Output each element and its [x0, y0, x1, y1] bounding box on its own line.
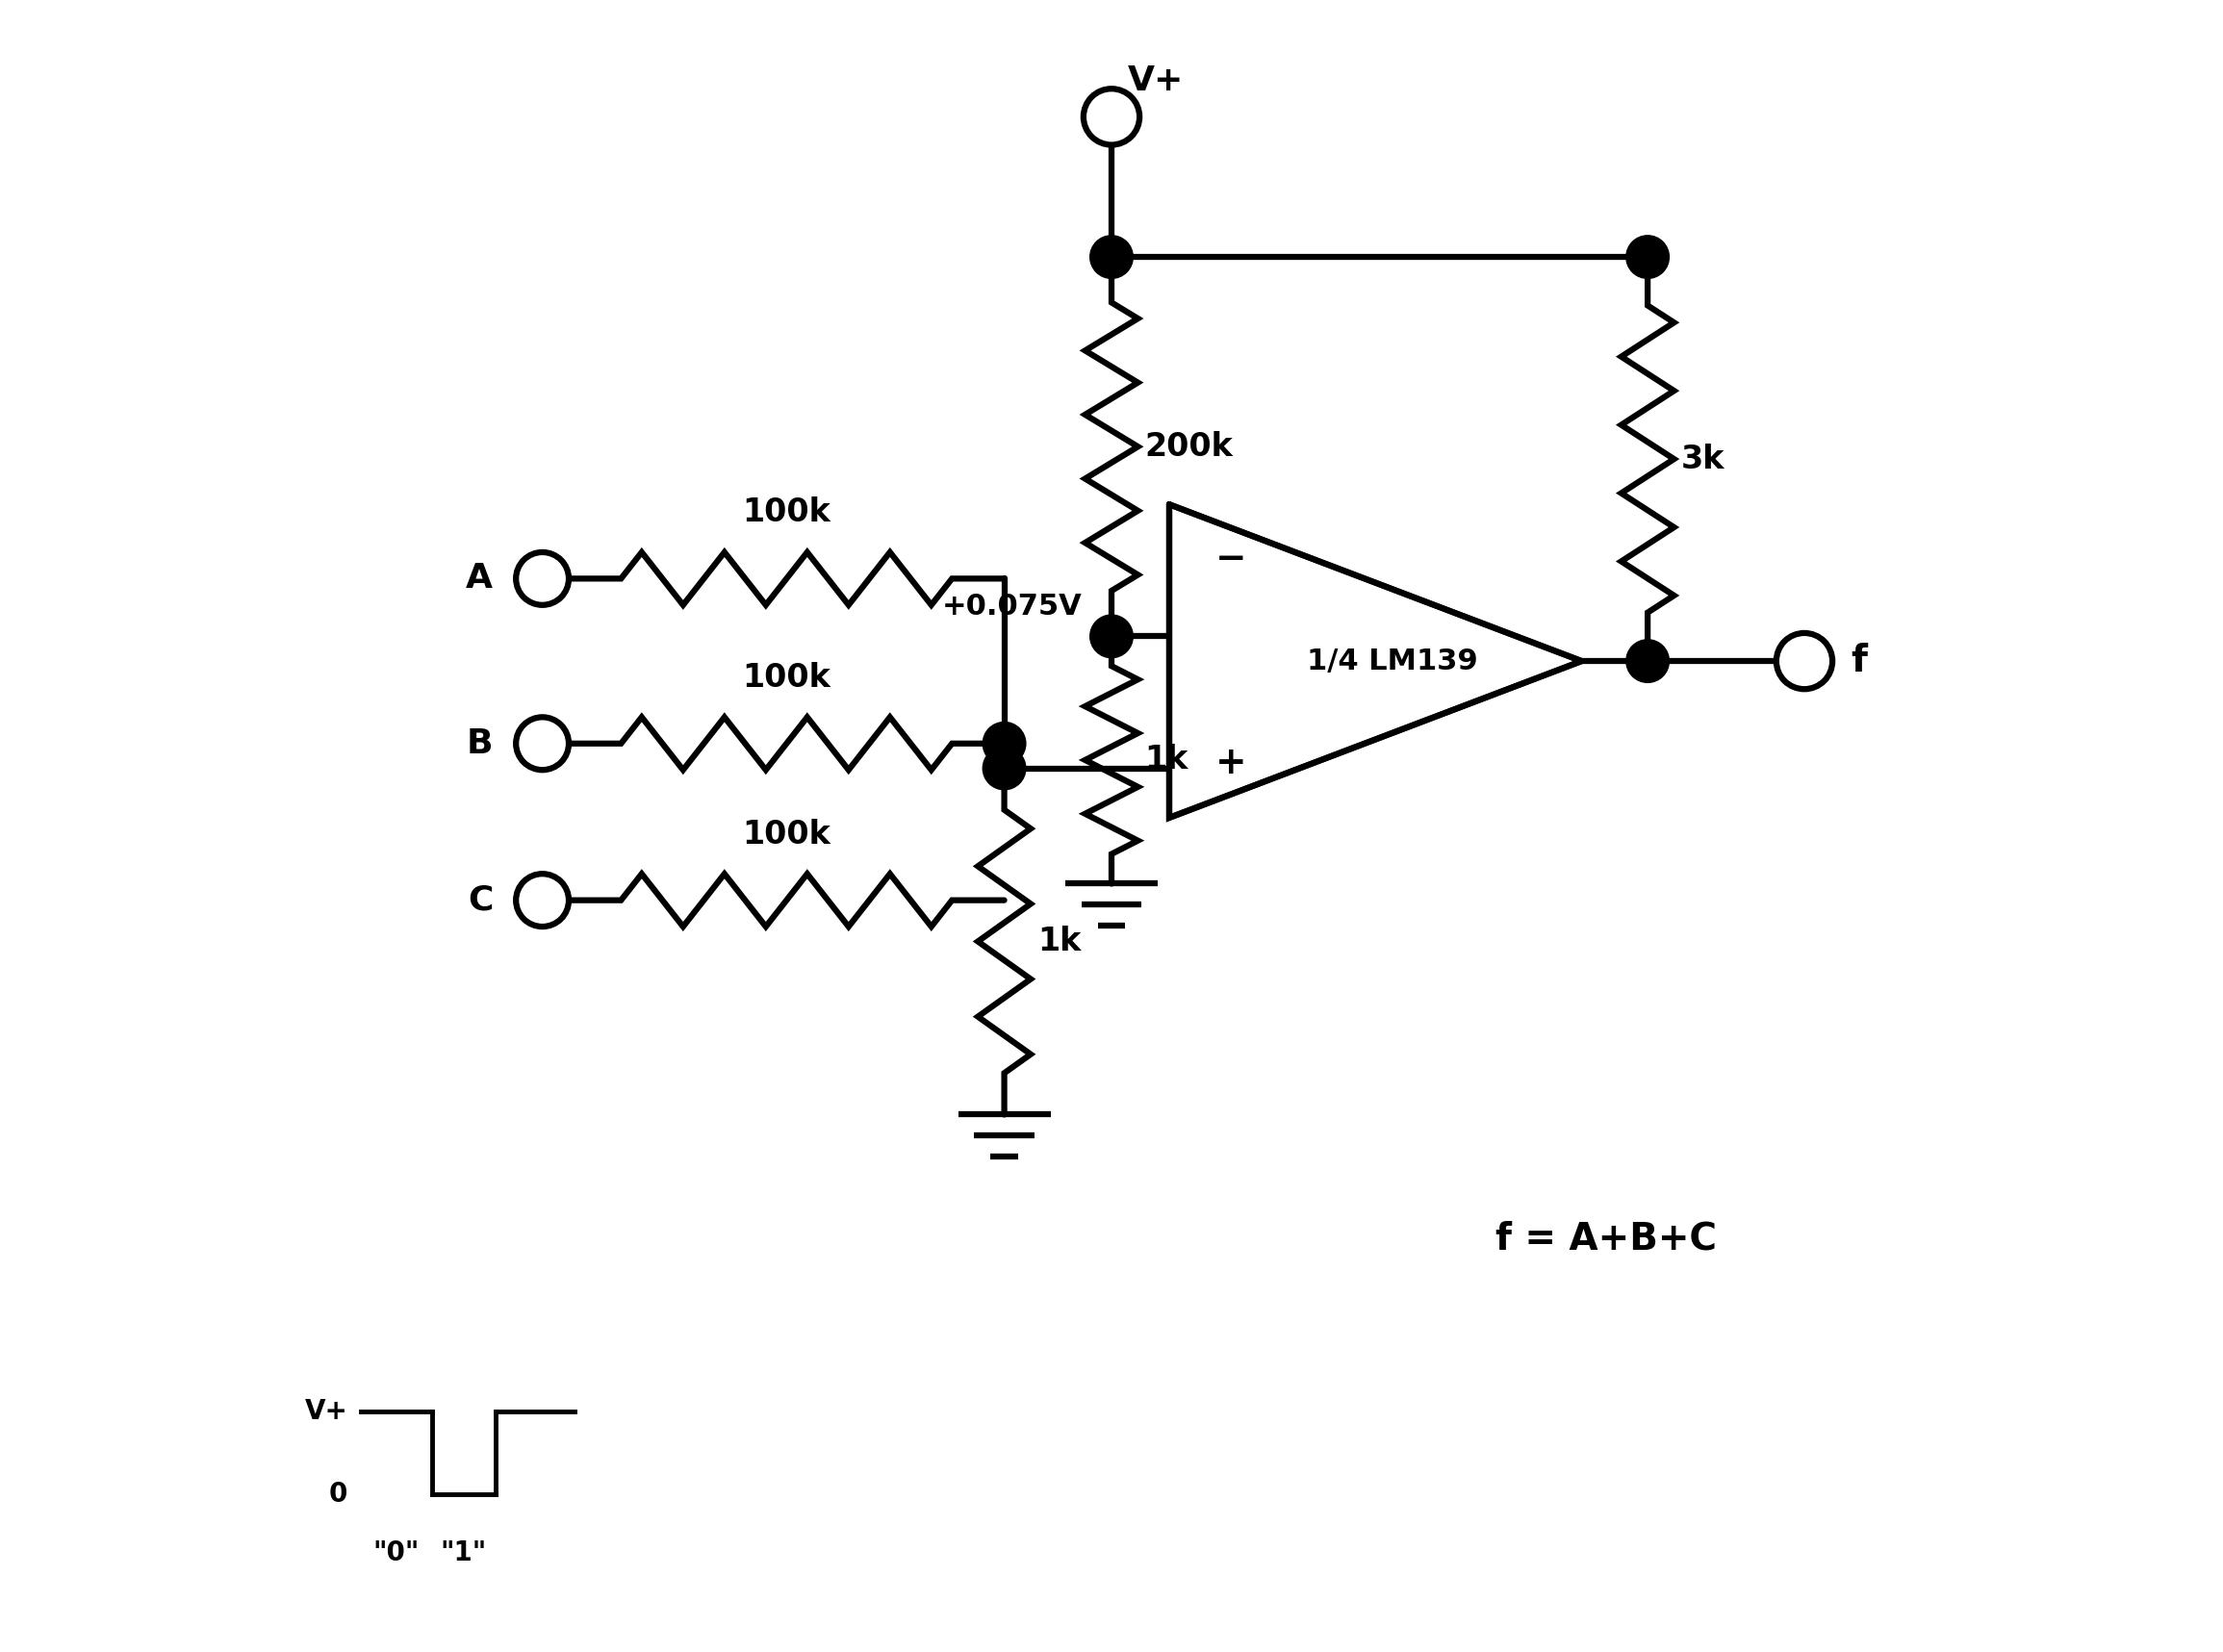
- Text: 100k: 100k: [742, 497, 831, 529]
- Circle shape: [983, 722, 1025, 765]
- Text: 1k: 1k: [1145, 743, 1187, 776]
- Text: V+: V+: [305, 1398, 347, 1426]
- Text: 100k: 100k: [742, 818, 831, 851]
- Circle shape: [1627, 639, 1669, 682]
- Polygon shape: [1169, 504, 1581, 818]
- Text: 200k: 200k: [1145, 431, 1234, 463]
- Text: 1k: 1k: [1038, 925, 1080, 957]
- Circle shape: [516, 717, 569, 770]
- Circle shape: [1089, 615, 1134, 657]
- Circle shape: [1776, 633, 1832, 689]
- Text: C: C: [467, 884, 494, 917]
- Text: f: f: [1850, 643, 1867, 679]
- Text: +0.075V: +0.075V: [943, 593, 1083, 621]
- Text: −: −: [1216, 540, 1247, 577]
- Text: A: A: [467, 562, 494, 595]
- Text: 1/4 LM139: 1/4 LM139: [1307, 648, 1478, 676]
- Circle shape: [983, 747, 1025, 790]
- Text: "1": "1": [440, 1540, 487, 1566]
- Text: V+: V+: [1127, 64, 1185, 97]
- Text: B: B: [467, 727, 494, 760]
- Circle shape: [1089, 236, 1134, 279]
- Circle shape: [1083, 89, 1140, 145]
- Text: "0": "0": [373, 1540, 420, 1566]
- Text: 100k: 100k: [742, 662, 831, 694]
- Circle shape: [1627, 236, 1669, 279]
- Text: 3k: 3k: [1681, 443, 1725, 474]
- Text: +: +: [1216, 745, 1247, 781]
- Text: f = A+B+C: f = A+B+C: [1496, 1221, 1716, 1257]
- Circle shape: [516, 874, 569, 927]
- Text: 0: 0: [329, 1480, 347, 1507]
- Circle shape: [516, 552, 569, 605]
